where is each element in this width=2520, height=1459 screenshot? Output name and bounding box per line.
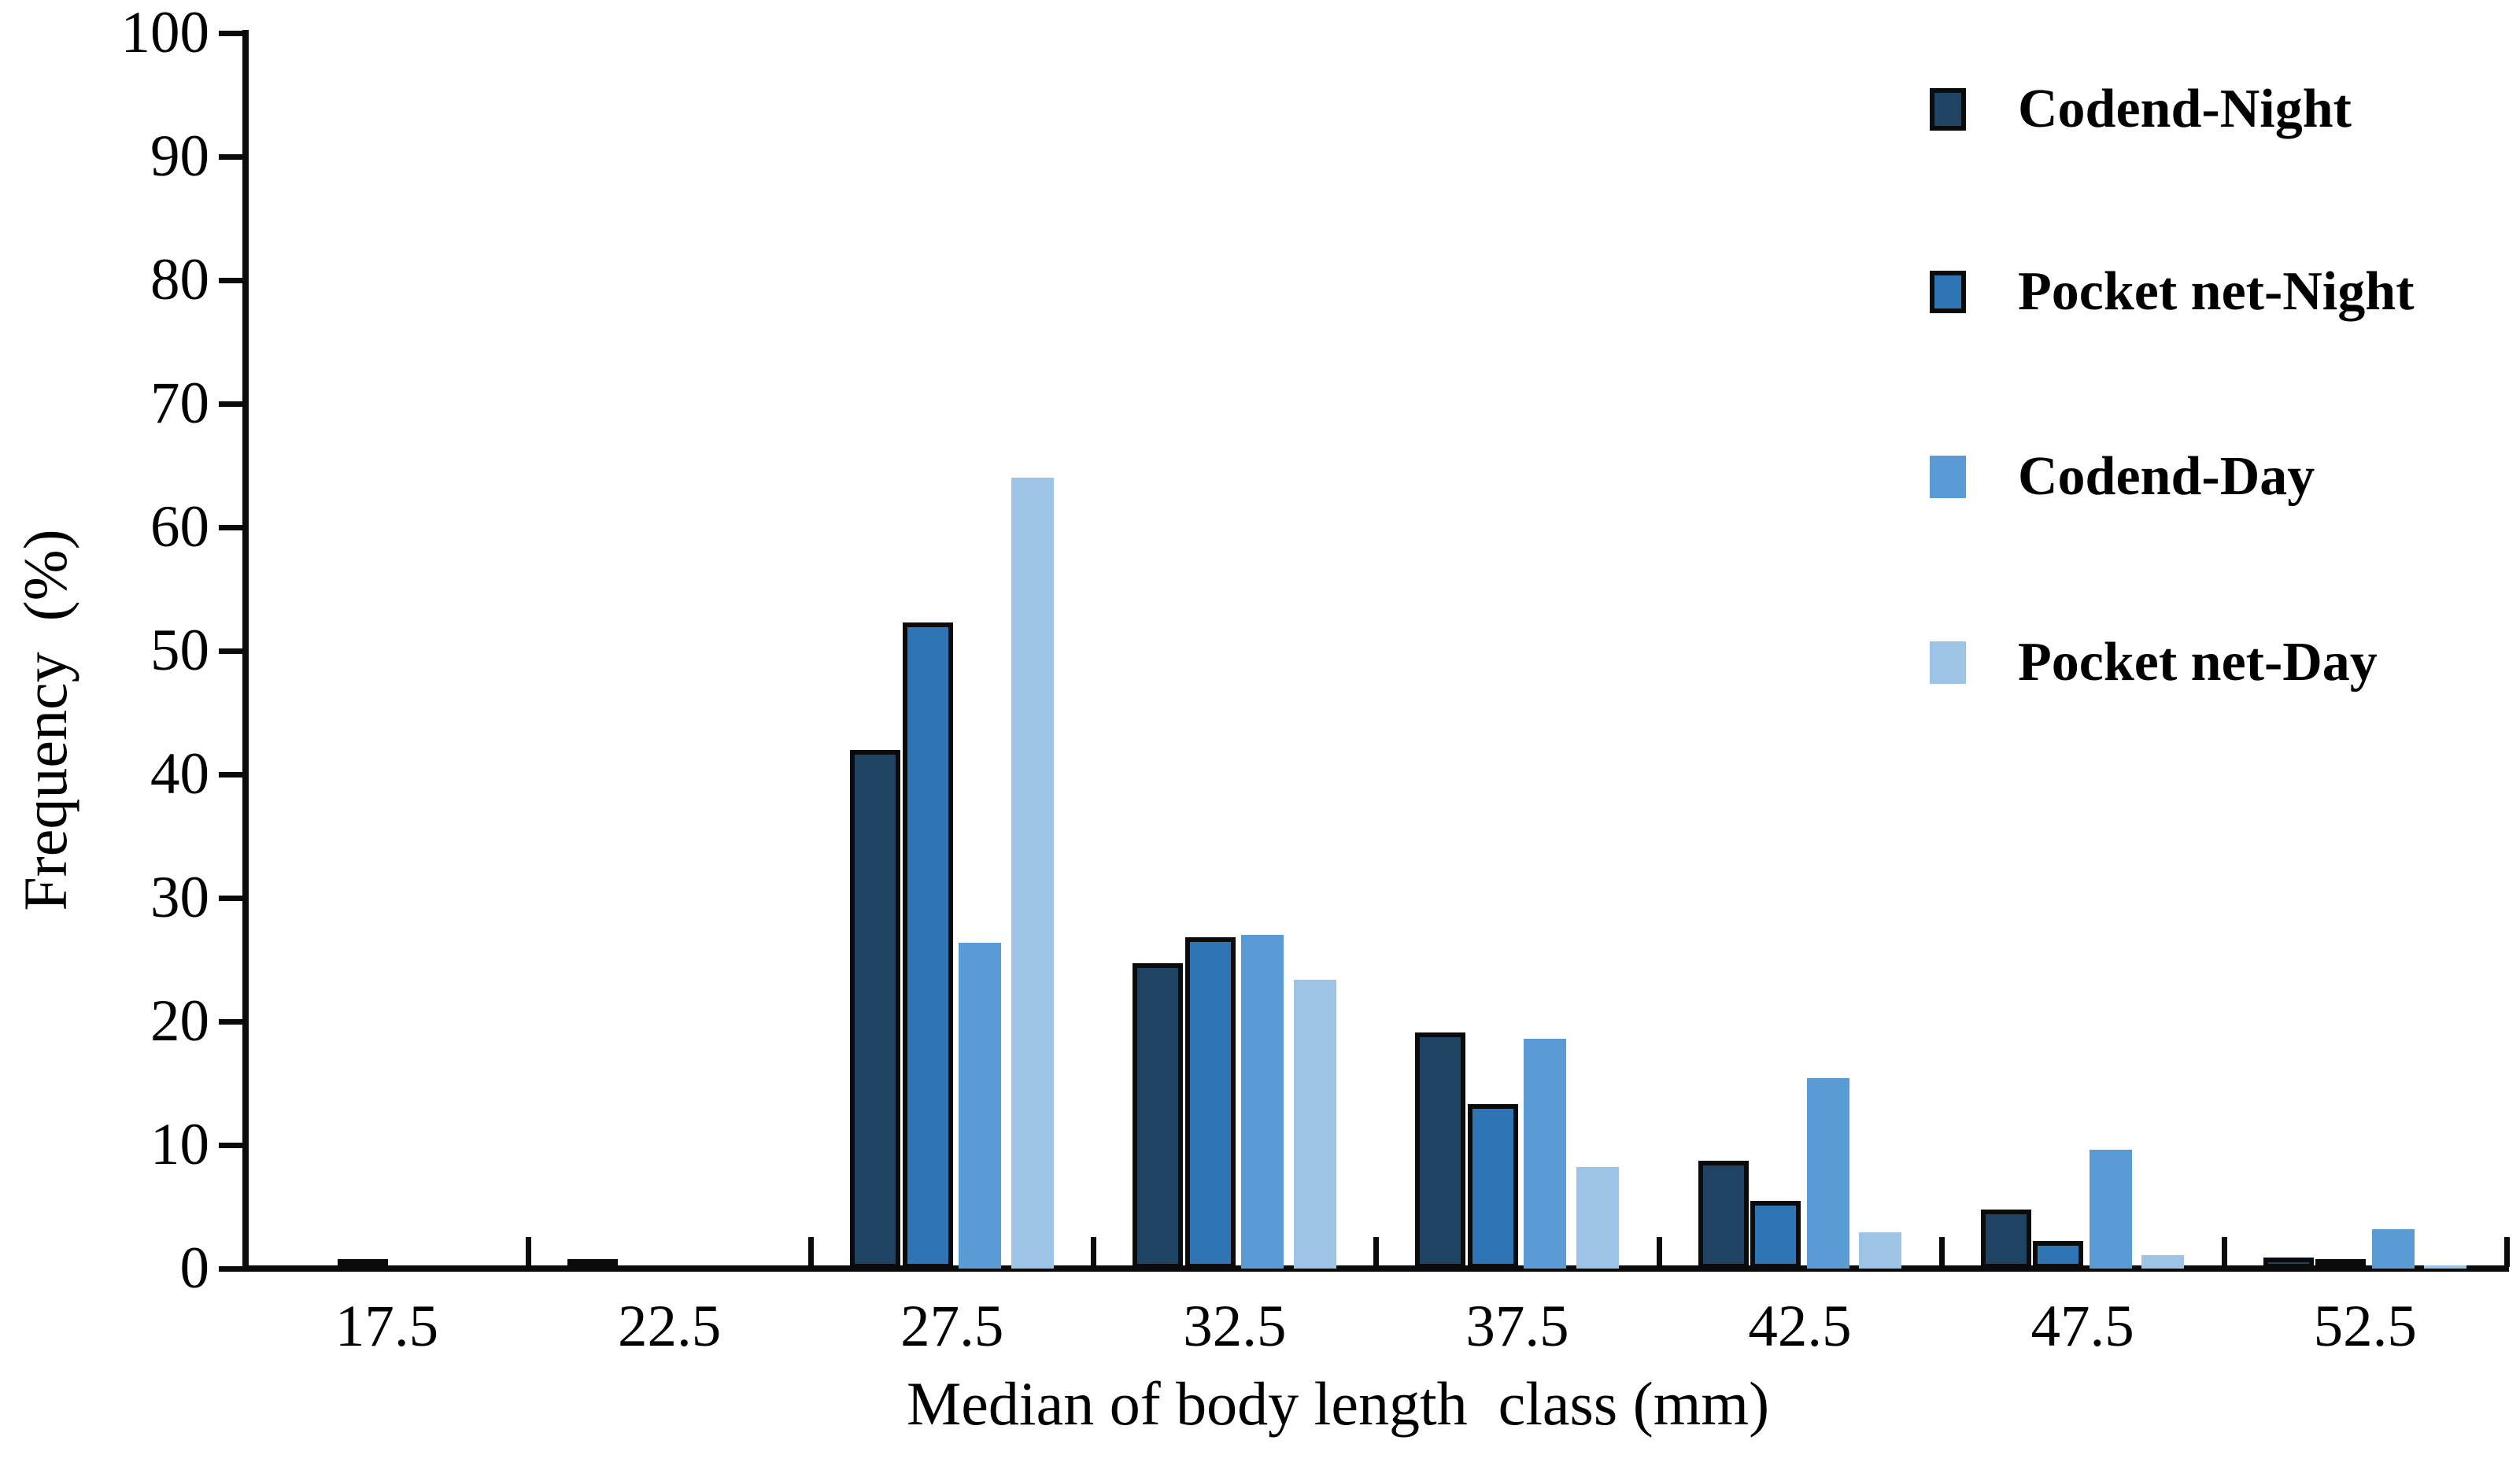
y-axis-title: Frequency (%) [11, 529, 79, 911]
legend-label-3: Codend-Day [2018, 446, 2315, 507]
y-tick-90 [219, 154, 246, 160]
y-tick-label-40: 40 [150, 741, 209, 807]
legend-swatch-1 [1930, 88, 1966, 131]
y-tick-label-100: 100 [120, 0, 210, 65]
y-tick-label-80: 80 [150, 247, 209, 312]
y-tick-20 [219, 1019, 246, 1025]
y-tick-60 [219, 525, 246, 530]
bar-pocket-net-day-52.5 [2424, 1265, 2467, 1269]
x-boundary-tick-1 [526, 1237, 532, 1267]
legend-swatch-3 [1930, 456, 1966, 498]
bar-pocket-net-day-42.5 [1859, 1232, 1901, 1269]
bar-pocket-net-night-32.5 [1184, 937, 1236, 1269]
y-tick-0 [219, 1266, 246, 1272]
x-tick-label-17.5: 17.5 [334, 1294, 439, 1359]
bar-codend-day-47.5 [2089, 1150, 2132, 1269]
bar-codend-night-42.5 [1698, 1161, 1749, 1269]
y-tick-label-70: 70 [150, 371, 209, 436]
bar-pocket-net-night-42.5 [1750, 1201, 1801, 1269]
legend-label-2: Pocket net-Night [2018, 261, 2415, 322]
x-tick-label-42.5: 42.5 [1748, 1294, 1852, 1359]
legend-label-4: Pocket net-Day [2018, 632, 2378, 693]
bar-codend-night-32.5 [1133, 963, 1184, 1269]
x-boundary-tick-8 [2503, 1237, 2510, 1267]
bar-pocket-net-night-52.5 [2315, 1259, 2367, 1269]
bar-codend-night-27.5 [850, 750, 901, 1269]
x-boundary-tick-3 [1091, 1237, 1097, 1267]
x-boundary-tick-2 [808, 1237, 815, 1267]
y-tick-100 [219, 31, 246, 36]
y-tick-10 [219, 1143, 246, 1148]
x-boundary-tick-7 [2221, 1237, 2227, 1267]
x-tick-label-22.5: 22.5 [618, 1294, 722, 1359]
y-tick-label-0: 0 [179, 1236, 210, 1301]
x-boundary-tick-4 [1373, 1237, 1380, 1267]
bar-pocket-net-day-27.5 [1011, 478, 1054, 1269]
legend-item-pocket-net-night: Pocket net-Night [1930, 264, 2415, 320]
x-tick-label-47.5: 47.5 [2030, 1294, 2134, 1359]
bar-pocket-net-night-47.5 [2033, 1241, 2084, 1269]
y-tick-label-90: 90 [150, 124, 209, 189]
x-boundary-tick-6 [1938, 1237, 1945, 1267]
bar-pocket-net-day-37.5 [1576, 1167, 1619, 1269]
y-tick-30 [219, 896, 246, 901]
bar-codend-night-47.5 [1980, 1210, 2031, 1269]
y-tick-80 [219, 278, 246, 283]
y-tick-70 [219, 401, 246, 407]
legend-item-codend-day: Codend-Day [1930, 449, 2315, 504]
bar-pocket-net-night-27.5 [902, 622, 953, 1269]
legend-swatch-2 [1930, 271, 1966, 313]
x-axis-line [242, 1265, 2509, 1272]
bar-pocket-net-night-37.5 [1467, 1104, 1518, 1269]
bar-pocket-net-day-32.5 [1293, 980, 1336, 1269]
y-tick-label-30: 30 [150, 865, 209, 930]
bar-codend-day-52.5 [2371, 1229, 2415, 1269]
bar-codend-day-32.5 [1241, 935, 1284, 1269]
y-tick-label-50: 50 [150, 618, 209, 683]
bar-codend-night-37.5 [1415, 1032, 1466, 1269]
bar-codend-night-52.5 [2263, 1258, 2314, 1269]
y-tick-50 [219, 648, 246, 654]
y-tick-label-10: 10 [150, 1112, 209, 1177]
bar-codend-night-22.5 [567, 1259, 619, 1269]
legend-item-pocket-net-day: Pocket net-Day [1930, 635, 2378, 690]
bar-pocket-net-night-17.5 [337, 1259, 388, 1269]
x-axis-title: Median of body length class (mm) [906, 1369, 1770, 1438]
bar-codend-day-42.5 [1806, 1078, 1849, 1269]
legend-label-1: Codend-Night [2018, 79, 2352, 139]
x-tick-label-37.5: 37.5 [1465, 1294, 1569, 1359]
x-boundary-tick-5 [1656, 1237, 1662, 1267]
bar-codend-day-37.5 [1524, 1039, 1567, 1269]
y-tick-label-60: 60 [150, 494, 209, 560]
legend-item-codend-night: Codend-Night [1930, 82, 2352, 137]
bar-codend-day-27.5 [959, 943, 1002, 1269]
y-axis-line [242, 30, 249, 1272]
x-tick-label-32.5: 32.5 [1183, 1294, 1287, 1359]
x-tick-label-27.5: 27.5 [900, 1294, 1004, 1359]
legend-swatch-4 [1930, 641, 1966, 684]
y-tick-40 [219, 772, 246, 778]
x-tick-label-52.5: 52.5 [2313, 1294, 2417, 1359]
y-tick-label-20: 20 [150, 988, 209, 1054]
bar-pocket-net-day-47.5 [2141, 1255, 2185, 1269]
